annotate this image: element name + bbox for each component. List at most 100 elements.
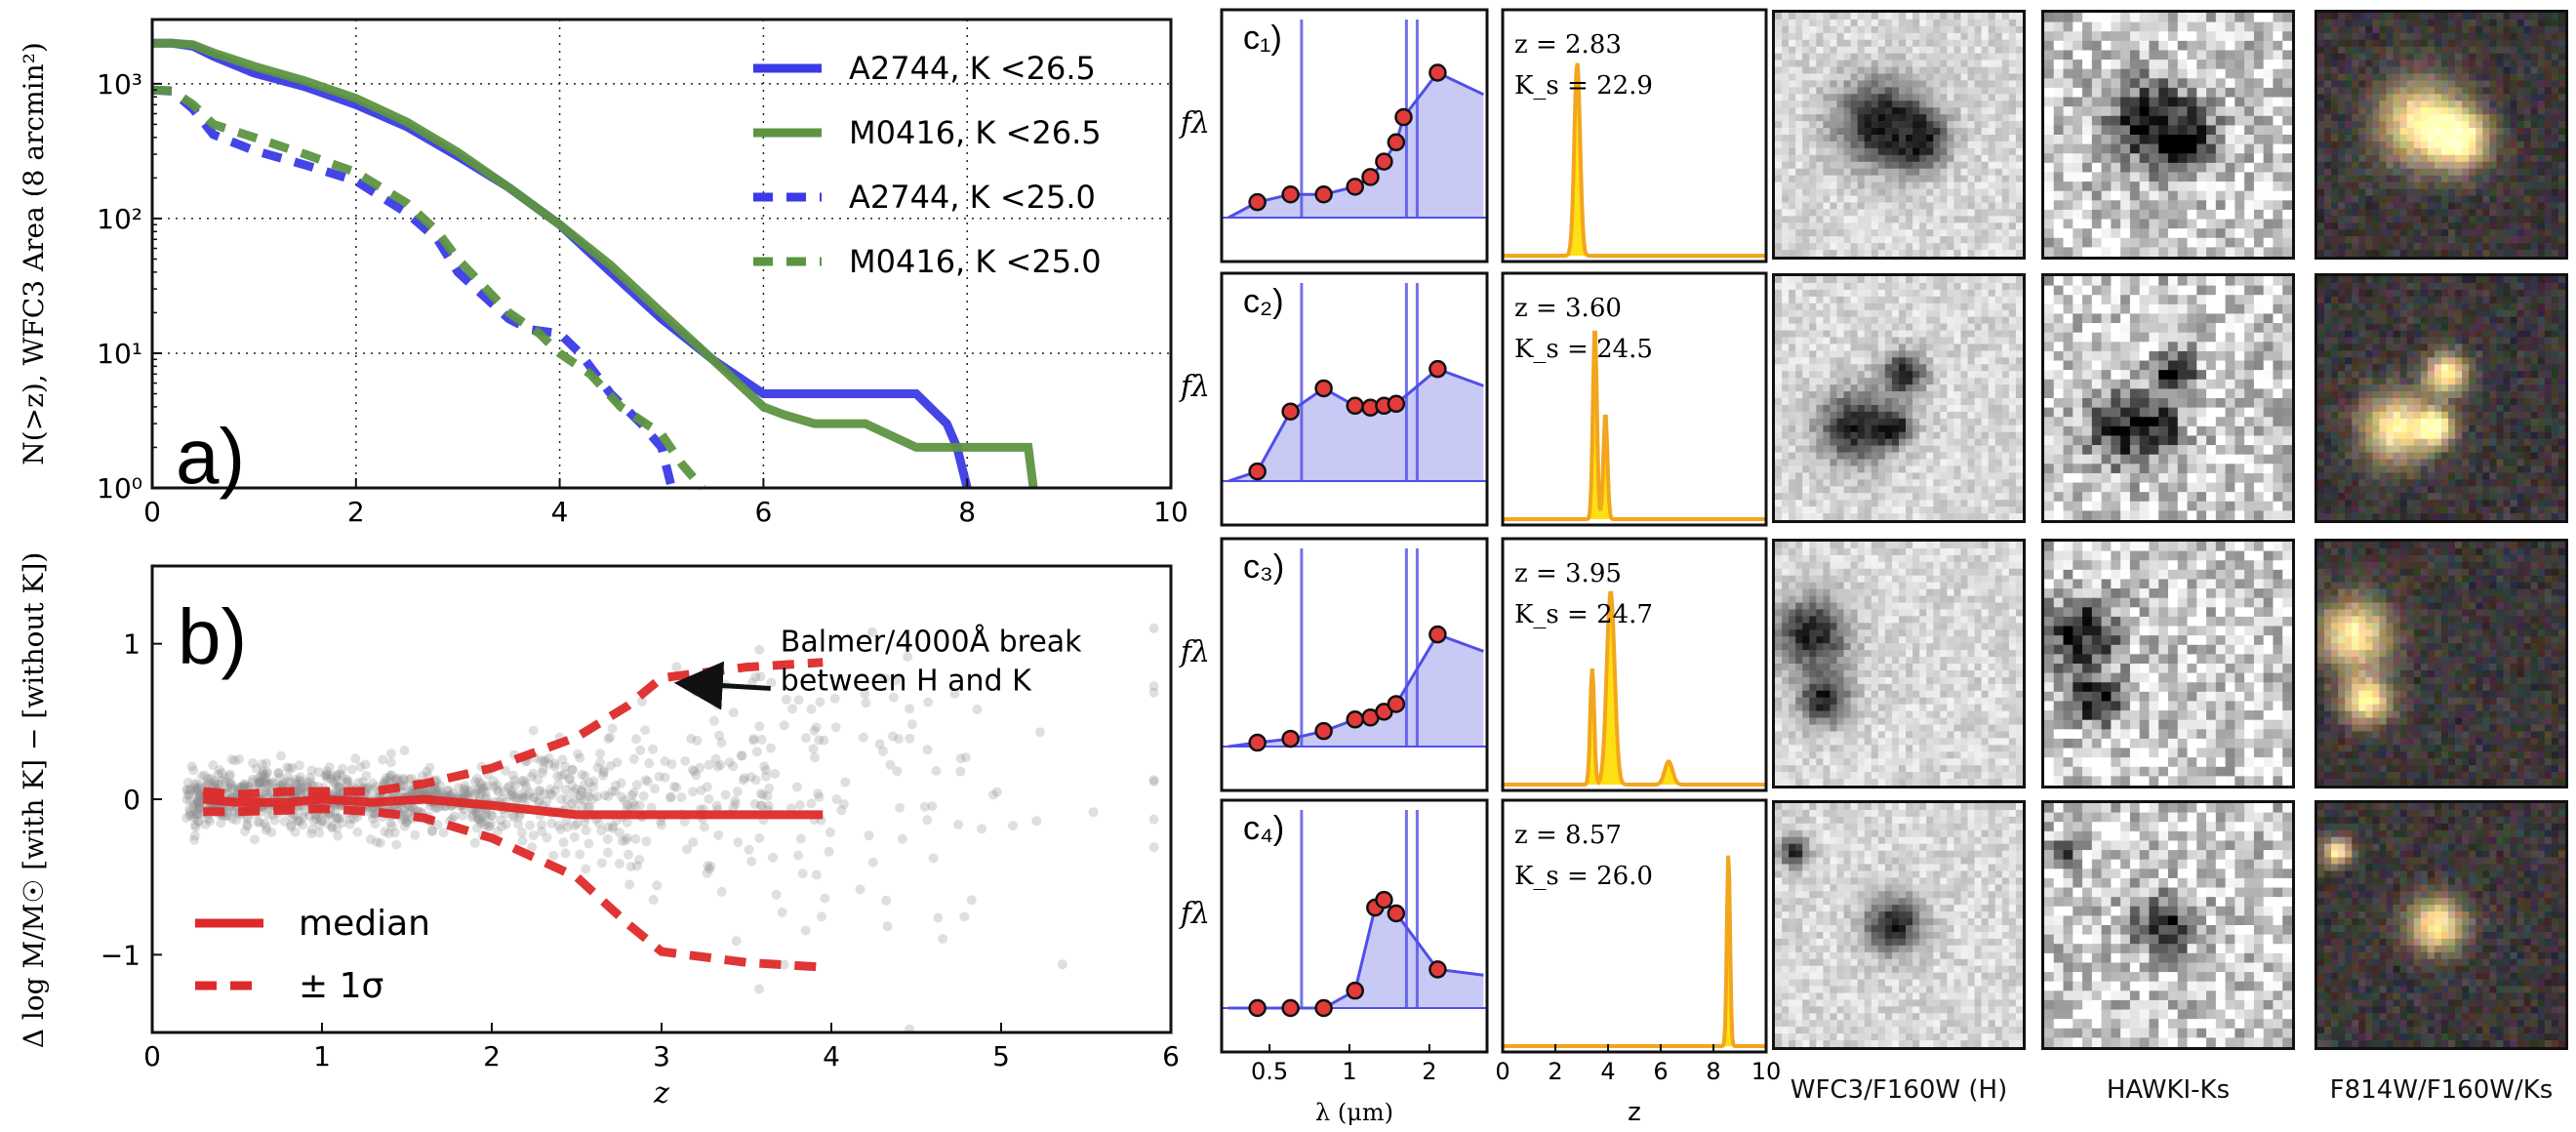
- scatter-point: [481, 811, 492, 822]
- scatter-point: [184, 804, 195, 815]
- scatter-point: [644, 758, 655, 769]
- scatter-point: [817, 911, 826, 922]
- scatter-point: [190, 822, 201, 832]
- scatter-point: [710, 753, 721, 764]
- scatter-point: [449, 811, 460, 822]
- scatter-point: [466, 786, 477, 796]
- sed-model-point: [1249, 464, 1266, 480]
- scatter-point: [335, 813, 345, 824]
- scatter-point: [736, 750, 746, 761]
- scatter-point: [811, 722, 822, 733]
- scatter-point: [296, 786, 305, 796]
- scatter-point: [294, 775, 304, 786]
- scatter-point: [581, 864, 591, 874]
- scatter-point: [687, 764, 698, 775]
- scatter-point: [293, 815, 303, 826]
- scatter-point: [905, 733, 915, 744]
- scatter-point: [375, 837, 385, 848]
- scatter-point: [534, 797, 544, 808]
- scatter-point: [809, 725, 820, 736]
- scatter-point: [369, 808, 380, 819]
- cutout-pixels: [1775, 803, 2023, 1047]
- scatter-point: [279, 816, 290, 827]
- scatter-point: [640, 775, 651, 786]
- scatter-point: [755, 788, 766, 799]
- scatter-point: [435, 781, 446, 790]
- scatter-point: [534, 785, 544, 795]
- scatter-point: [231, 815, 242, 826]
- scatter-point: [689, 766, 700, 777]
- scatter-point: [755, 671, 766, 682]
- scatter-point: [553, 779, 564, 789]
- scatter-point: [224, 771, 235, 782]
- scatter-point: [392, 773, 403, 784]
- scatter-point: [216, 818, 226, 829]
- scatter-point: [959, 911, 970, 922]
- scatter-point: [577, 801, 587, 812]
- pz-frame: [1501, 271, 1768, 527]
- scatter-point: [660, 756, 670, 766]
- scatter-point: [738, 775, 748, 786]
- scatter-point: [253, 817, 263, 828]
- scatter-point: [728, 761, 739, 772]
- scatter-point: [535, 787, 545, 796]
- scatter-point: [508, 810, 519, 821]
- scatter-point: [196, 771, 207, 782]
- scatter-point: [225, 780, 236, 790]
- scatter-point: [290, 827, 301, 837]
- scatter-point: [322, 773, 333, 784]
- panel-b-ticks: 0 1 2 3 4 5 6 −1 0 1: [101, 628, 1180, 1072]
- legend-label-2: A2744, K <25.0: [849, 179, 1096, 216]
- scatter-point: [296, 788, 306, 798]
- scatter-point: [222, 811, 233, 821]
- scatter-point: [337, 771, 347, 782]
- scatter-point: [503, 783, 513, 793]
- scatter-point: [830, 722, 841, 733]
- x-tick-label: 4: [1600, 1058, 1615, 1085]
- scatter-point: [608, 823, 618, 833]
- scatter-point: [453, 783, 463, 793]
- scatter-point: [608, 821, 619, 831]
- scatter-point: [810, 752, 820, 763]
- scatter-point: [546, 789, 557, 800]
- scatter-point: [467, 809, 478, 820]
- scatter-point: [517, 835, 528, 846]
- scatter-point: [327, 823, 338, 833]
- scatter-point: [370, 819, 381, 829]
- scatter-point: [542, 832, 552, 843]
- scatter-point: [311, 814, 321, 825]
- series-line-2: [203, 804, 824, 972]
- scatter-point: [259, 770, 269, 781]
- scatter-point: [399, 821, 410, 831]
- scatter-point: [740, 773, 749, 784]
- scatter-point: [332, 812, 342, 823]
- scatter-point: [470, 789, 481, 800]
- scatter-point: [746, 856, 757, 867]
- scatter-point: [702, 782, 712, 792]
- scatter-point: [208, 760, 219, 771]
- scatter-point: [527, 842, 538, 853]
- scatter-point: [316, 815, 327, 826]
- scatter-point: [302, 778, 313, 788]
- scatter-point: [605, 760, 616, 771]
- scatter-point: [345, 814, 355, 825]
- x-tick-label: 5: [992, 1040, 1010, 1072]
- sed-observed-point: [1314, 379, 1333, 398]
- panel-b-annotation: Balmer/4000Å break between H and K: [673, 625, 1082, 710]
- x-tick-label: 1: [1342, 1058, 1356, 1085]
- scatter-point: [203, 814, 214, 825]
- scatter-point: [469, 777, 480, 788]
- scatter-point: [243, 814, 253, 824]
- scatter-point: [382, 775, 392, 786]
- sed-observed-point: [1281, 402, 1300, 421]
- scatter-point: [295, 784, 305, 794]
- scatter-point: [595, 748, 606, 759]
- scatter-point: [305, 776, 315, 787]
- scatter-point: [552, 771, 563, 782]
- scatter-point: [543, 758, 554, 769]
- scatter-point: [518, 776, 529, 787]
- sed-observed-point: [1429, 960, 1447, 979]
- scatter-point: [286, 822, 297, 832]
- scatter-point: [305, 772, 316, 783]
- x-tick-label: 2: [1548, 1058, 1562, 1085]
